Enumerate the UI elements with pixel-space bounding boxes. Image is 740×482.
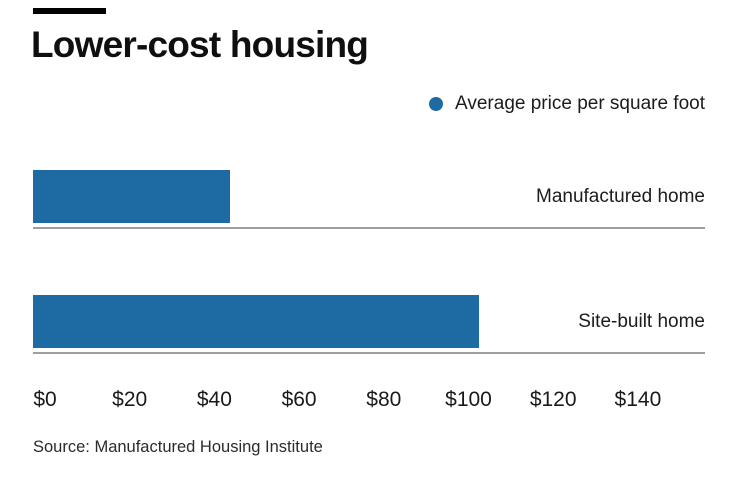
- bar-label-manufactured-home: Manufactured home: [536, 185, 705, 207]
- legend: Average price per square foot: [429, 93, 705, 115]
- accent-bar: [33, 8, 106, 14]
- baseline-site-built-home: [33, 352, 705, 354]
- x-tick-label: $40: [196, 388, 232, 411]
- x-tick-label: $100: [445, 388, 492, 411]
- source-note: Source: Manufactured Housing Institute: [33, 438, 323, 456]
- page-title: Lower-cost housing: [31, 24, 369, 65]
- bar-label-site-built-home: Site-built home: [578, 310, 705, 332]
- x-tick-label: $120: [529, 388, 577, 411]
- x-tick-label: $60: [281, 388, 317, 411]
- x-tick-label: $140: [614, 388, 662, 411]
- legend-dot-icon: [429, 97, 444, 111]
- x-tick-label: $80: [366, 388, 402, 411]
- legend-label: Average price per square foot: [455, 93, 705, 114]
- baseline-manufactured-home: [33, 227, 705, 229]
- x-tick-label: $0: [33, 388, 57, 411]
- x-axis: $0 $20 $40 $60 $80 $100 $120 $140: [0, 388, 740, 416]
- bar-site-built-home: [33, 295, 479, 348]
- bar-manufactured-home: [33, 170, 230, 223]
- x-tick-label: $20: [112, 388, 148, 411]
